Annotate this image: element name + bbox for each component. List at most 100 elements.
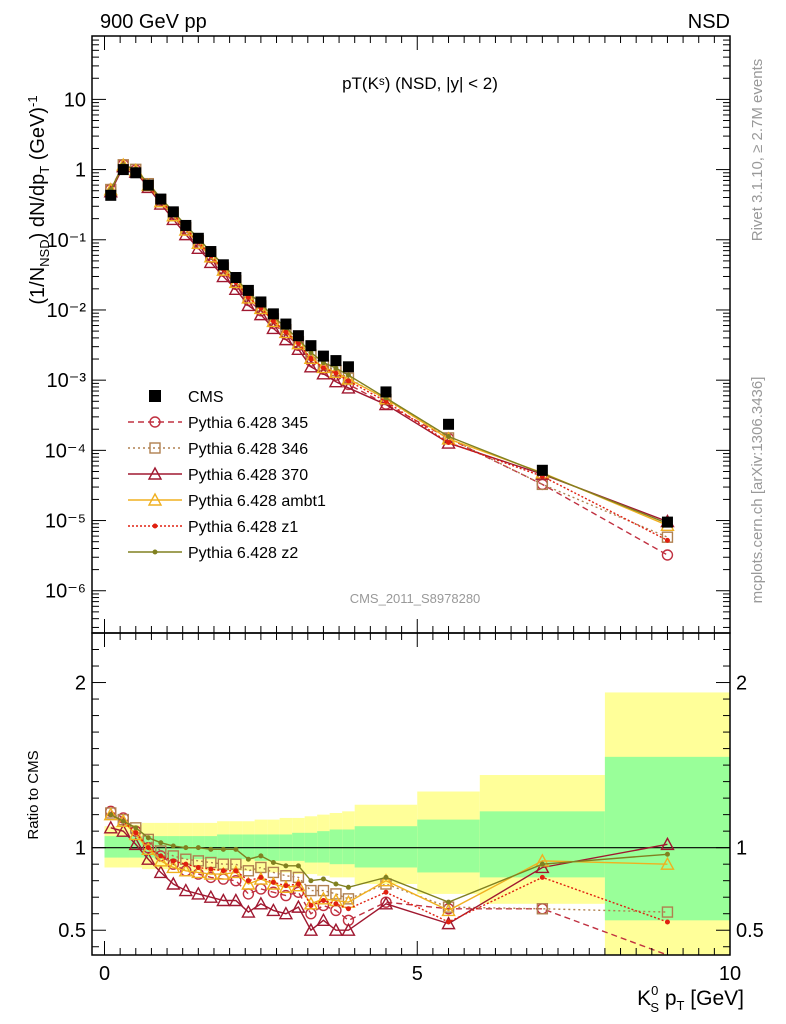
ratio-marker-s3-14 (278, 879, 294, 893)
cms-point-13 (267, 308, 279, 320)
ratio-marker-s4-22 (539, 874, 545, 880)
ratio-marker-s2-22 (535, 860, 550, 874)
ratio-marker-s5-3 (145, 835, 151, 841)
ratio-y-label: Ratio to CMS (25, 750, 42, 839)
cms-point-5 (167, 206, 179, 218)
ratio-marker-s4-18 (333, 901, 339, 907)
legend-marker-3 (147, 492, 163, 506)
ratio-marker-s0-11 (242, 888, 255, 900)
ratio-marker-s3-8 (203, 866, 219, 880)
main-marker-s4-21 (446, 440, 452, 446)
legend-label-3: Pythia 6.428 ambt1 (188, 493, 326, 510)
ratio-marker-s1-11 (242, 865, 255, 877)
cms-point-17 (317, 350, 329, 362)
cms-point-21 (443, 418, 455, 430)
cms-point-10 (230, 272, 242, 284)
ratio-marker-s4-20 (383, 889, 389, 895)
ratio-marker-s3-0 (103, 807, 118, 821)
ratio-marker-s3-11 (241, 876, 256, 890)
main-marker-s5-19 (345, 372, 351, 378)
main-ytick-label-4: 10⁻² (47, 300, 87, 322)
ratio-marker-s4-11 (245, 878, 251, 884)
header-left: 900 GeV pp (100, 11, 207, 33)
ratio-series-lines (103, 805, 675, 956)
main-marker-s4-23 (664, 537, 670, 543)
main-marker-s2-21 (441, 435, 456, 449)
cms-point-11 (242, 284, 254, 296)
ratio-marker-s4-8 (208, 866, 214, 872)
main-marker-s4-15 (295, 340, 301, 346)
header-right: NSD (688, 11, 730, 33)
ratio-band-green-21 (417, 819, 480, 873)
cms-point-19 (342, 361, 354, 373)
ratio-ytick-label-right-1: 1 (736, 838, 747, 860)
main-ytick-label-7: 10 (64, 89, 86, 111)
ratio-marker-s5-10 (233, 846, 239, 852)
ratio-marker-s5-13 (270, 860, 276, 866)
ratio-marker-s2-11 (241, 904, 256, 918)
cms-point-4 (155, 193, 167, 205)
ratio-marker-s2-5 (166, 876, 181, 890)
ratio-marker-s3-5 (166, 860, 181, 874)
main-marker-s3-11 (241, 290, 256, 304)
ratio-frame (91, 632, 731, 956)
ratio-marker-s5-17 (320, 876, 326, 882)
ratio-marker-s5-6 (183, 845, 189, 851)
ratio-marker-s3-2 (128, 826, 143, 841)
legend-marker-cms (149, 390, 161, 402)
rivet-version-label: Rivet 3.1.10, ≥ 2.7M events (749, 59, 766, 242)
ratio-marker-s2-14 (278, 906, 294, 920)
ratio-ytick-label-left-0: 0.5 (58, 920, 86, 942)
ratio-marker-s4-10 (233, 868, 239, 874)
ratio-marker-s5-12 (258, 853, 264, 859)
ratio-marker-s5-15 (295, 863, 301, 869)
ratio-marker-s0-14 (280, 889, 292, 902)
ratio-marker-s5-14 (283, 863, 289, 869)
ratio-line-series-4 (110, 814, 668, 923)
ratio-band-green-19 (342, 829, 355, 865)
ratio-marker-s4-9 (220, 868, 226, 874)
ratio-ytick-label-right-0: 0.5 (736, 920, 764, 942)
main-y-label: (1/NNSD) dN/dpT (GeV)-1 (25, 95, 52, 304)
ratio-marker-s4-21 (446, 919, 452, 925)
ratio-ytick-label-right-2: 2 (736, 673, 747, 695)
ratio-marker-s4-3 (145, 845, 151, 851)
ratio-marker-s3-21 (441, 902, 456, 917)
ratio-marker-s4-13 (270, 879, 276, 885)
main-marker-s4-19 (345, 378, 351, 384)
main-marker-s2-17 (316, 366, 331, 380)
ratio-marker-s4-14 (283, 883, 289, 889)
ratio-marker-s4-23 (664, 919, 670, 925)
ratio-marker-s1-17 (317, 884, 330, 897)
main-marker-s4-16 (308, 356, 314, 362)
ratio-marker-s5-11 (245, 856, 251, 862)
ratio-marker-s3-16 (303, 896, 319, 910)
ratio-marker-s2-23 (660, 836, 675, 851)
cms-point-12 (255, 296, 267, 308)
legend-marker-1 (149, 442, 161, 454)
main-marker-s4-18 (333, 370, 339, 376)
cms-point-14 (280, 318, 292, 330)
main-marker-s3-16 (303, 350, 319, 365)
ratio-ytick-label-left-1: 1 (75, 838, 86, 860)
ratio-marker-s2-12 (253, 896, 269, 910)
ratio-marker-s2-8 (203, 889, 219, 903)
ratio-marker-s2-17 (316, 912, 331, 927)
ratio-marker-s5-7 (195, 845, 201, 851)
cms-point-23 (661, 516, 673, 528)
ratio-marker-s2-1 (116, 823, 131, 837)
ratio-marker-s5-22 (539, 861, 545, 867)
cms-point-8 (205, 246, 217, 258)
chart-title: pT(Kˢ) (NSD, |y| < 2) (342, 74, 498, 93)
ratio-marker-s2-15 (291, 899, 306, 913)
ratio-marker-s3-15 (291, 878, 306, 892)
ratio-marker-s5-2 (133, 825, 139, 831)
mcplots-label: mcplots.cern.ch [arXiv:1306.3436] (749, 377, 766, 604)
ratio-marker-s3-6 (178, 863, 194, 877)
xtick-label-1: 5 (412, 963, 423, 985)
main-ytick-label-1: 10⁻⁵ (45, 511, 86, 533)
legend-label-cms: CMS (188, 389, 224, 406)
ratio-marker-s3-4 (153, 853, 168, 867)
ratio-marker-s4-2 (133, 830, 139, 836)
ratio-band-green-20 (354, 826, 418, 868)
